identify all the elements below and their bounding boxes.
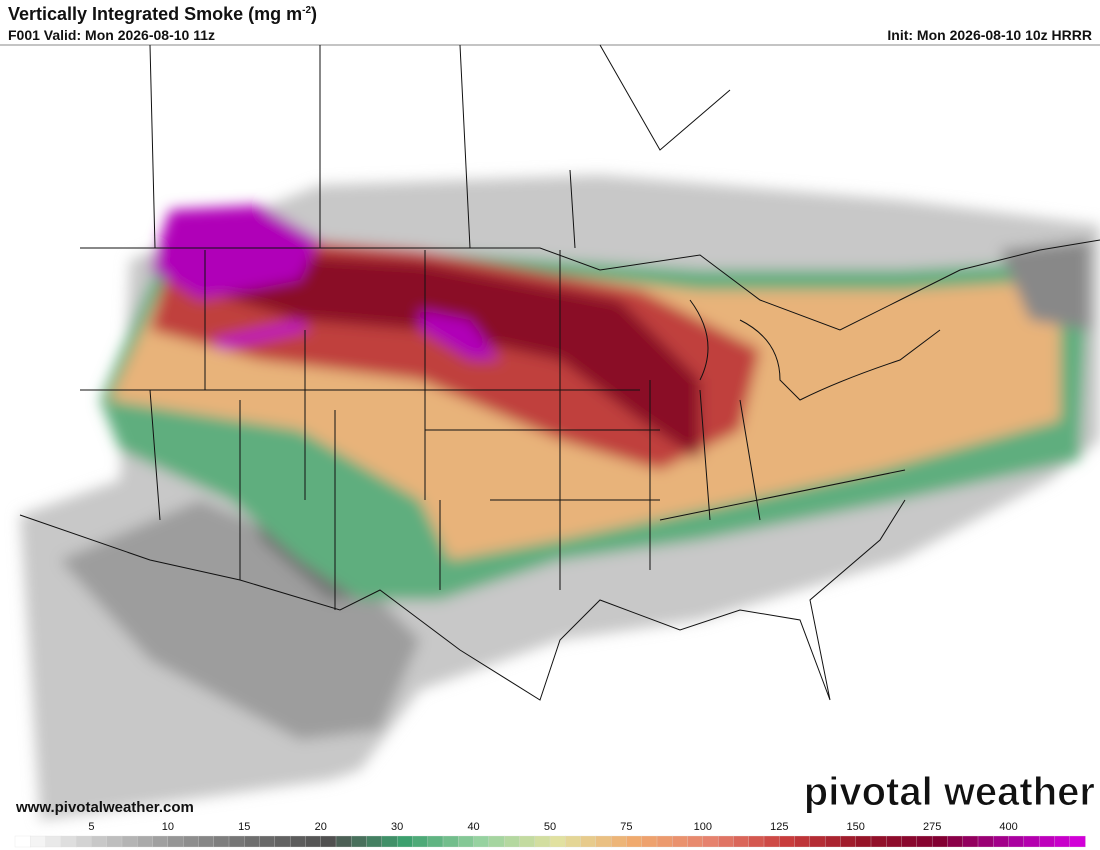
colorbar-swatch [580,835,597,848]
colorbar-swatch [794,835,811,848]
colorbar-swatch [1008,835,1025,848]
colorbar-swatch [458,835,475,848]
colorbar-swatch [366,835,383,848]
colorbar-swatch [870,835,887,848]
colorbar-label: 100 [694,821,712,833]
colorbar-swatch [672,835,689,848]
colorbar-swatch [442,835,459,848]
colorbar-swatch [886,835,903,848]
colorbar-swatch [855,835,872,848]
colorbar-swatch [198,835,215,848]
colorbar-swatch [840,835,857,848]
colorbar-label: 10 [162,821,174,833]
title-end: ) [311,4,318,24]
colorbar-swatch [305,835,322,848]
colorbar-label: 20 [315,821,327,833]
colorbar-swatch [1038,835,1056,848]
colorbar-swatch [916,835,933,848]
colorbar-swatch [488,835,505,848]
colorbar-swatch [381,835,398,848]
colorbar-label: 275 [923,821,941,833]
colorbar-swatch [427,835,444,848]
colorbar-swatch [213,835,230,848]
colorbar-swatch [824,835,842,848]
colorbar-swatch [534,835,551,848]
colorbar-swatch [519,835,536,848]
colorbar-swatch [595,835,612,848]
colorbar-swatch [412,835,429,848]
colorbar-label: 15 [238,821,250,833]
colorbar-label: 125 [770,821,788,833]
colorbar-swatch [779,835,796,848]
colorbar-swatch [121,835,138,848]
colorbar-swatch [60,835,77,848]
colorbar-swatch [473,835,490,848]
colorbar-swatch [320,835,337,848]
colorbar-label: 40 [467,821,479,833]
title-sup: -2 [302,5,312,16]
colorbar-swatch [45,835,62,848]
colorbar-label: 50 [544,821,556,833]
title: Vertically Integrated Smoke (mg m-2) [8,4,317,25]
colorbar-swatch [106,835,123,848]
colorbar: 5 10 15 20 30 40 50 75 100 125 150 275 400 [14,821,1086,848]
colorbar-swatch [610,835,628,848]
colorbar-label: 150 [847,821,865,833]
colorbar-swatch [687,835,704,848]
brand: pivotal weather [804,770,1095,814]
colorbar-swatch [351,835,368,848]
colorbar-swatch [901,835,918,848]
colorbar-swatch [1054,835,1071,848]
borders [19,44,1100,701]
colorbar-swatch [641,835,658,848]
colorbar-swatch [152,835,169,848]
colorbar-swatch [244,835,261,848]
colorbar-label: 400 [999,821,1017,833]
colorbar-swatch [702,835,719,848]
colorbar-swatch [565,835,582,848]
colorbar-swatch [962,835,979,848]
colorbar-swatch [733,835,750,848]
colorbar-swatch [809,835,826,848]
colorbar-swatch [656,835,673,848]
colorbar-swatch [75,835,93,848]
smoke-field [20,175,1100,820]
title-text: Vertically Integrated Smoke (mg m [8,4,303,24]
colorbar-swatch [259,835,276,848]
colorbar-swatch [91,835,108,848]
colorbar-swatch [503,835,521,848]
colorbar-swatch [137,835,154,848]
colorbar-swatch [947,835,964,848]
colorbar-swatch [289,835,307,848]
colorbar-swatch [763,835,780,848]
colorbar-swatch [626,835,643,848]
colorbar-swatch [1069,835,1086,848]
colorbar-label: 30 [391,821,403,833]
colorbar-swatch [748,835,765,848]
colorbar-swatch [396,835,414,848]
url: www.pivotalweather.com [15,799,194,816]
colorbar-swatch [274,835,291,848]
colorbar-swatch [993,835,1010,848]
colorbar-swatch [1023,835,1040,848]
colorbar-swatch [931,835,949,848]
init-time: Init: Mon 2026-08-10 10z HRRR [887,27,1092,43]
colorbar-swatch [30,835,47,848]
colorbar-label: 5 [88,821,94,833]
colorbar-swatch [717,835,735,848]
colorbar-swatch [977,835,994,848]
colorbar-swatch [549,835,566,848]
colorbar-swatch [182,835,200,848]
colorbar-swatch [167,835,184,848]
colorbar-swatch [335,835,352,848]
colorbar-swatch [14,835,31,848]
colorbar-swatch [228,835,245,848]
colorbar-label: 75 [620,821,632,833]
valid-time: F001 Valid: Mon 2026-08-10 11z [8,27,215,43]
